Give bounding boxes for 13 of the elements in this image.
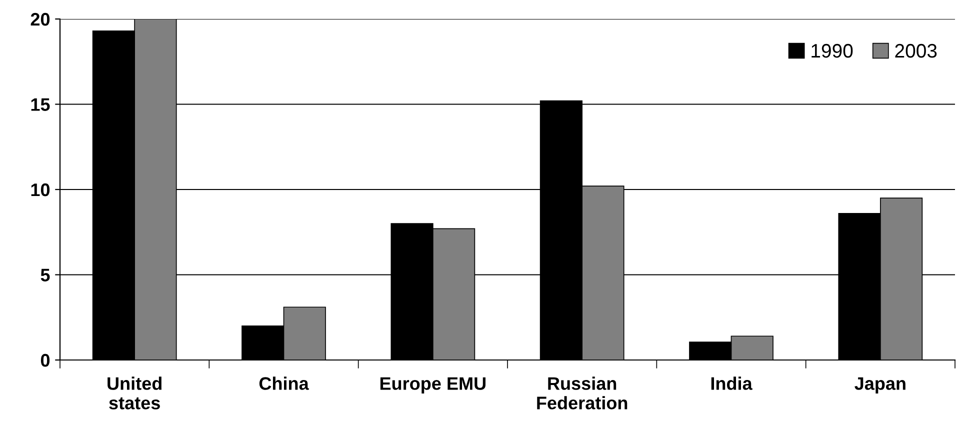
y-tick-label: 20: [30, 12, 50, 26]
y-tick-label: 5: [40, 268, 50, 282]
legend-label: 1990: [812, 44, 853, 58]
x-tick-label: Japan: [854, 377, 906, 394]
x-tick-label: United states: [108, 376, 162, 410]
y-tick-label: 10: [31, 183, 50, 196]
y-tick-label: 0: [40, 354, 50, 367]
legend-label: 2003: [895, 44, 937, 58]
x-tick-label: India: [711, 376, 752, 390]
x-tick-label: Russian Federation: [537, 376, 628, 410]
x-tick-label: Europe EMU: [380, 377, 486, 394]
y-tick-label: 15: [31, 98, 50, 111]
x-tick-label: China: [259, 376, 309, 390]
